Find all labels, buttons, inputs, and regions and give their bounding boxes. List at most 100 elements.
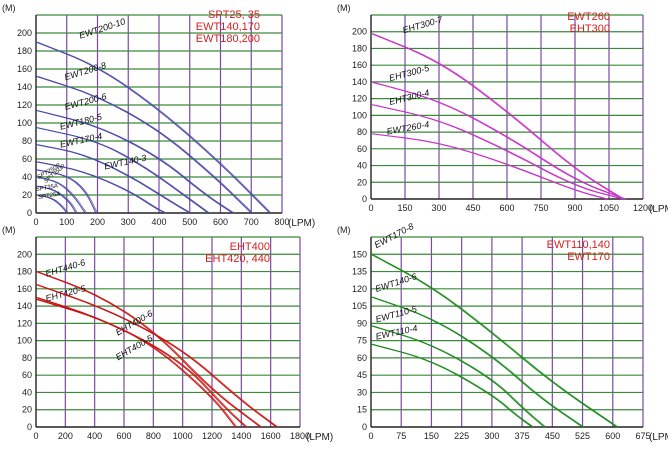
chart-title-line: EWT170 xyxy=(567,251,610,263)
y-tick-label: 135 xyxy=(352,267,367,277)
series-line-shadow xyxy=(37,185,78,214)
series-line-shadow xyxy=(37,271,263,428)
x-tick-label: 200 xyxy=(90,217,105,227)
series-line xyxy=(35,75,252,214)
x-tick-label: 0 xyxy=(33,431,38,441)
series-line-shadow xyxy=(37,161,167,214)
x-tick-label: 225 xyxy=(454,431,469,441)
y-tick-label: 160 xyxy=(17,284,32,294)
series-line-shadow xyxy=(372,325,546,428)
x-tick-label: 0 xyxy=(368,203,373,213)
y-tick-label: 100 xyxy=(17,118,32,128)
y-tick-label: 60 xyxy=(22,154,32,164)
series-line xyxy=(370,343,533,428)
y-tick-label: 120 xyxy=(17,100,32,110)
y-tick-label: 200 xyxy=(17,28,32,38)
y-tick-label: 0 xyxy=(27,422,32,432)
x-unit-label: (LPM) xyxy=(306,432,333,443)
x-tick-label: 300 xyxy=(431,203,446,213)
x-tick-label: 800 xyxy=(274,217,289,227)
x-tick-label: 750 xyxy=(533,203,548,213)
series-line-shadow xyxy=(372,133,609,200)
y-tick-label: 20 xyxy=(22,405,32,415)
chart-title-line: EWT260 xyxy=(567,11,610,23)
series-label: EWT200-10 xyxy=(78,16,127,40)
y-unit-label: (M) xyxy=(337,3,351,13)
series-label: EWT200-8 xyxy=(63,60,107,82)
x-tick-label: 150 xyxy=(424,431,439,441)
y-unit-label: (M) xyxy=(337,225,351,235)
series-line xyxy=(35,176,86,214)
series-label: EHT300-4 xyxy=(388,87,430,107)
series-line-shadow xyxy=(372,104,625,200)
series-line xyxy=(370,296,583,428)
series-line-shadow xyxy=(372,296,585,428)
series-label: EWT260-4 xyxy=(386,119,430,136)
series-line xyxy=(370,133,607,200)
series-line-shadow xyxy=(37,41,272,214)
y-tick-label: 180 xyxy=(352,43,367,53)
x-tick-label: 1800 xyxy=(290,431,310,441)
series-line-shadow xyxy=(37,176,87,214)
y-tick-label: 160 xyxy=(17,64,32,74)
series-line-shadow xyxy=(372,254,619,428)
y-tick-label: 120 xyxy=(352,284,367,294)
series-line-shadow xyxy=(37,144,192,214)
y-tick-label: 40 xyxy=(357,161,367,171)
x-tick-label: 1050 xyxy=(599,203,619,213)
series-line-shadow xyxy=(372,33,625,200)
x-tick-label: 600 xyxy=(605,431,620,441)
x-tick-label: 450 xyxy=(545,431,560,441)
x-tick-label: 75 xyxy=(396,431,406,441)
y-tick-label: 60 xyxy=(357,144,367,154)
x-tick-label: 600 xyxy=(499,203,514,213)
y-unit-label: (M) xyxy=(2,3,16,13)
x-tick-label: 100 xyxy=(59,217,74,227)
x-tick-label: 900 xyxy=(567,203,582,213)
chart-title-line: EHT420, 440 xyxy=(205,253,270,265)
x-tick-label: 300 xyxy=(484,431,499,441)
y-tick-label: 0 xyxy=(362,422,367,432)
chart-title-line: EHT300 xyxy=(570,23,610,35)
series-line-shadow xyxy=(37,127,210,214)
chart-title-line: EHT400 xyxy=(230,241,270,253)
y-tick-label: 90 xyxy=(357,318,367,328)
x-tick-label: 0 xyxy=(368,431,373,441)
x-tick-label: 150 xyxy=(397,203,412,213)
series-label: SPT35A xyxy=(35,183,58,193)
x-tick-label: 300 xyxy=(121,217,136,227)
series-label: EWT140-6 xyxy=(374,271,418,294)
y-tick-label: 60 xyxy=(22,370,32,380)
y-tick-label: 140 xyxy=(352,77,367,87)
series-line-shadow xyxy=(37,284,279,428)
series-line-shadow xyxy=(37,110,235,214)
y-tick-label: 80 xyxy=(22,353,32,363)
x-tick-label: 200 xyxy=(58,431,73,441)
y-tick-label: 40 xyxy=(22,172,32,182)
x-tick-label: 400 xyxy=(151,217,166,227)
series-label: EWT170-8 xyxy=(373,221,416,250)
x-tick-label: 1400 xyxy=(231,431,251,441)
series-line-shadow xyxy=(37,194,69,214)
y-tick-label: 40 xyxy=(22,387,32,397)
series-line xyxy=(370,325,545,428)
y-tick-label: 120 xyxy=(17,318,32,328)
x-tick-label: 1200 xyxy=(202,431,222,441)
x-tick-label: 500 xyxy=(182,217,197,227)
x-unit-label: (LPM) xyxy=(288,218,315,229)
series-line xyxy=(35,41,271,214)
series-label: SPT25A xyxy=(38,191,61,201)
y-tick-label: 45 xyxy=(357,370,367,380)
y-tick-label: 60 xyxy=(357,353,367,363)
series-line-shadow xyxy=(37,298,248,428)
x-tick-label: 525 xyxy=(575,431,590,441)
series-line xyxy=(35,283,277,428)
y-tick-label: 105 xyxy=(352,301,367,311)
x-tick-label: 375 xyxy=(515,431,530,441)
y-tick-label: 140 xyxy=(17,82,32,92)
y-tick-label: 0 xyxy=(362,194,367,204)
y-tick-label: 20 xyxy=(357,177,367,187)
y-tick-label: 75 xyxy=(357,336,367,346)
series-line-shadow xyxy=(37,75,253,214)
series-line xyxy=(35,109,234,214)
